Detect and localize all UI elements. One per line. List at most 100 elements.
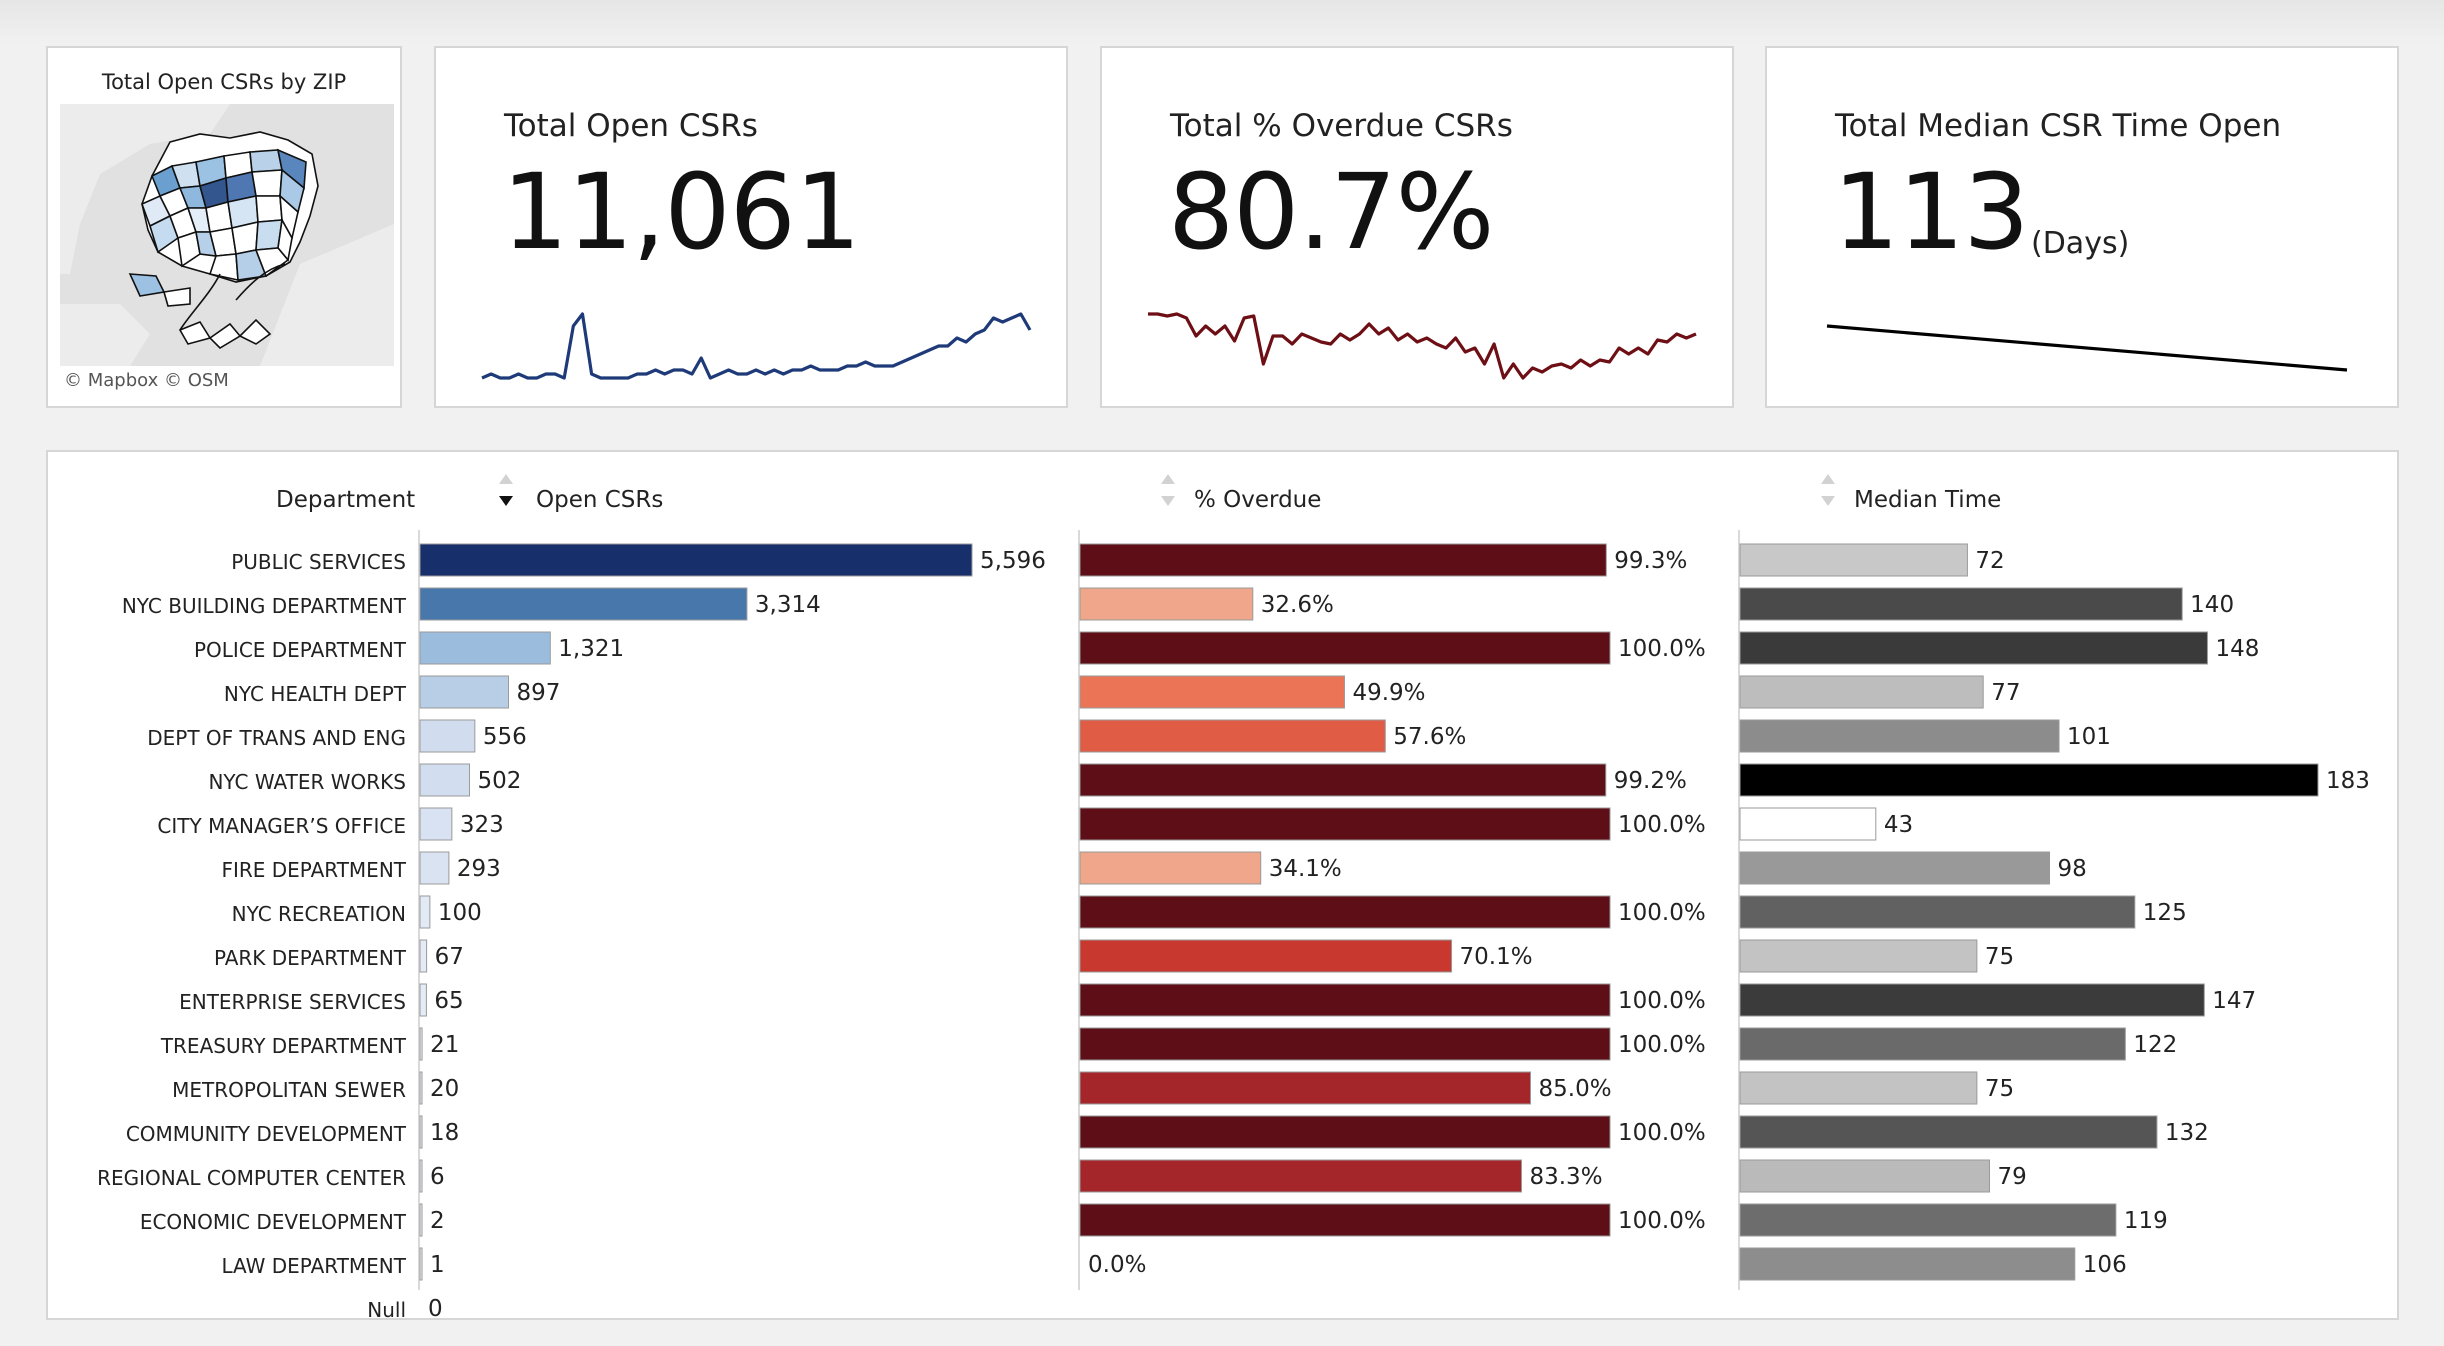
bar-median-time[interactable] [1739, 807, 1877, 841]
department-label[interactable]: METROPOLITAN SEWER [172, 1078, 406, 1102]
bar-median-time[interactable] [1739, 1071, 1978, 1105]
department-label[interactable]: NYC RECREATION [231, 902, 406, 926]
zip-regions[interactable] [128, 131, 319, 350]
bar-median-time[interactable] [1739, 1159, 1991, 1193]
department-label[interactable]: ENTERPRISE SERVICES [179, 990, 406, 1014]
department-label[interactable]: ECONOMIC DEVELOPMENT [139, 1210, 406, 1234]
bar-median-time[interactable] [1739, 587, 2183, 621]
overdue-header[interactable]: % Overdue [1194, 487, 1322, 513]
sort-icon[interactable] [1158, 470, 1178, 514]
bar-open-csrs[interactable] [419, 675, 509, 709]
bar--overdue[interactable] [1079, 1027, 1611, 1061]
bar-median-time[interactable] [1739, 631, 2208, 665]
department-label[interactable]: COMMUNITY DEVELOPMENT [125, 1122, 406, 1146]
bar-open-csrs[interactable] [419, 1247, 423, 1281]
kpi-value: 11,061 [502, 151, 861, 273]
bar--overdue[interactable] [1079, 587, 1254, 621]
bar--overdue[interactable] [1079, 631, 1611, 665]
bar--overdue[interactable] [1079, 807, 1611, 841]
bar--overdue[interactable] [1079, 895, 1611, 929]
department-label[interactable]: Null [367, 1298, 406, 1322]
bar-open-csrs[interactable] [419, 851, 450, 885]
bar--overdue[interactable] [1079, 1071, 1531, 1105]
map-credit[interactable]: © Mapbox © OSM [64, 370, 229, 391]
department-label[interactable]: PARK DEPARTMENT [213, 946, 406, 970]
bar-median-time[interactable] [1739, 543, 1968, 577]
bar-open-csrs[interactable] [419, 1071, 423, 1105]
bar-median-time[interactable] [1739, 939, 1978, 973]
department-label[interactable]: FIRE DEPARTMENT [221, 858, 406, 882]
zip-choropleth-map[interactable] [60, 104, 394, 366]
bar-median-time[interactable] [1739, 1203, 2117, 1237]
bar-median-time[interactable] [1739, 763, 2319, 797]
bar-value-label: 2 [430, 1208, 445, 1234]
department-label[interactable]: TREASURY DEPARTMENT [160, 1034, 406, 1058]
bar-open-csrs[interactable] [419, 983, 427, 1017]
median-time-header[interactable]: Median Time [1854, 487, 2002, 513]
open-csrs-header[interactable]: Open CSRs [536, 487, 664, 513]
department-label[interactable]: POLICE DEPARTMENT [193, 638, 406, 662]
bar-open-csrs[interactable] [419, 587, 748, 621]
department-label[interactable]: DEPT OF TRANS AND ENG [147, 726, 406, 750]
bar-median-time[interactable] [1739, 719, 2060, 753]
bar-value-label: 34.1% [1269, 856, 1342, 882]
sort-descending-icon[interactable] [496, 470, 516, 514]
bar-open-csrs[interactable] [419, 1203, 423, 1237]
bar-median-time[interactable] [1739, 1247, 2076, 1281]
bar-value-label: 21 [430, 1032, 459, 1058]
kpi-sparkline[interactable] [1142, 308, 1702, 384]
department-label[interactable]: REGIONAL COMPUTER CENTER [97, 1166, 406, 1190]
bar-median-time[interactable] [1739, 983, 2205, 1017]
bar--overdue[interactable] [1079, 719, 1386, 753]
bar-value-label: 1,321 [558, 636, 624, 662]
department-label[interactable]: CITY MANAGER’S OFFICE [157, 814, 406, 838]
bar-value-label: 85.0% [1539, 1076, 1612, 1102]
bar-open-csrs[interactable] [419, 719, 476, 753]
kpi-sparkline[interactable] [476, 308, 1036, 384]
bar-open-csrs[interactable] [419, 543, 973, 577]
bar-median-time[interactable] [1739, 851, 2051, 885]
department-label[interactable]: NYC HEALTH DEPT [223, 682, 406, 706]
bar-value-label: 57.6% [1393, 724, 1466, 750]
bar-open-csrs[interactable] [419, 1115, 423, 1149]
department-label[interactable]: LAW DEPARTMENT [221, 1254, 406, 1278]
bar-value-label: 18 [430, 1120, 459, 1146]
department-header[interactable]: Department [276, 487, 416, 513]
department-bar-charts[interactable]: 5,5963,3141,3218975565023232931006765212… [48, 452, 2397, 1318]
bar-median-time[interactable] [1739, 675, 1984, 709]
bar--overdue[interactable] [1079, 851, 1262, 885]
bar-value-label: 77 [1991, 680, 2020, 706]
bar-open-csrs[interactable] [419, 631, 551, 665]
bar-value-label: 83.3% [1529, 1164, 1602, 1190]
bar-open-csrs[interactable] [419, 763, 471, 797]
bar-median-time[interactable] [1739, 895, 2136, 929]
bar-value-label: 502 [478, 768, 522, 794]
bar-open-csrs[interactable] [419, 1159, 423, 1193]
bar-median-time[interactable] [1739, 1027, 2126, 1061]
kpi-sparkline[interactable] [1807, 308, 2367, 384]
bar-median-time[interactable] [1739, 1115, 2158, 1149]
department-label[interactable]: NYC WATER WORKS [208, 770, 406, 794]
bar--overdue[interactable] [1079, 983, 1611, 1017]
map-boundary [179, 273, 221, 331]
bar--overdue[interactable] [1079, 543, 1607, 577]
bar--overdue[interactable] [1079, 939, 1453, 973]
zip-map-card[interactable]: Total Open CSRs by ZIP [46, 46, 402, 408]
department-label[interactable]: NYC BUILDING DEPARTMENT [121, 594, 406, 618]
department-label[interactable]: PUBLIC SERVICES [231, 550, 406, 574]
kpi-title: Total Open CSRs [504, 108, 758, 144]
bar--overdue[interactable] [1079, 1115, 1611, 1149]
bar-open-csrs[interactable] [419, 1027, 423, 1061]
bar--overdue[interactable] [1079, 1159, 1522, 1193]
bar--overdue[interactable] [1079, 763, 1607, 797]
bar-value-label: 100 [438, 900, 482, 926]
sparkline-path [1148, 312, 1697, 380]
sort-icon[interactable] [1818, 470, 1838, 514]
bar--overdue[interactable] [1079, 1203, 1611, 1237]
bar-open-csrs[interactable] [419, 895, 431, 929]
bar-open-csrs[interactable] [419, 807, 453, 841]
bar--overdue[interactable] [1079, 675, 1345, 709]
sparkline-path [481, 312, 1032, 380]
bar-value-label: 1 [430, 1252, 445, 1278]
bar-open-csrs[interactable] [419, 939, 428, 973]
